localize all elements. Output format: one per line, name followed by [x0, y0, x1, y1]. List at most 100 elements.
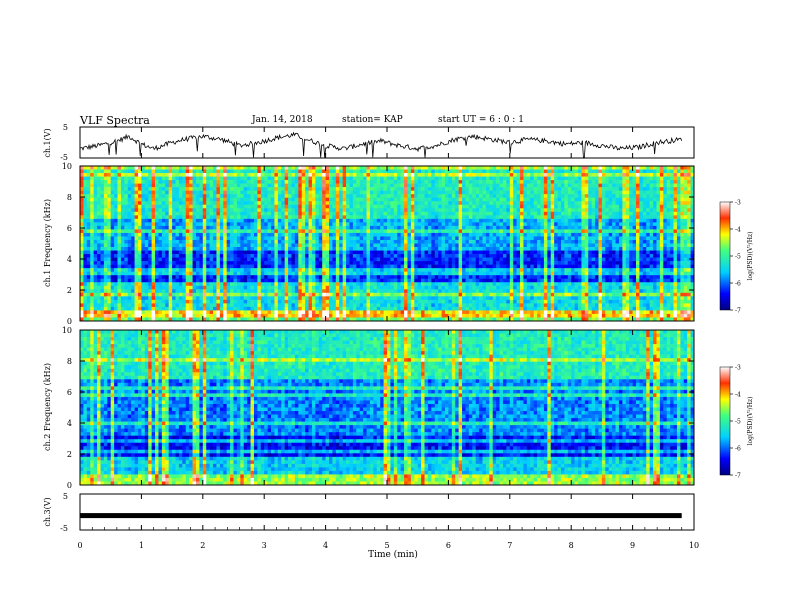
spectrogram-cell [202, 254, 207, 258]
spectrogram-cell [284, 208, 289, 213]
spectrogram-cell [332, 187, 337, 191]
spectrogram-cell [356, 166, 361, 170]
spectrogram-cell [383, 211, 388, 216]
spectrogram-cell [151, 232, 156, 237]
spectrogram-cell [410, 197, 415, 202]
spectrogram-cell [393, 215, 398, 220]
spectrogram-cell [97, 215, 101, 220]
spectrogram-cell [588, 166, 592, 170]
spectrogram-cell [342, 250, 347, 255]
spectrogram-cell [308, 166, 313, 170]
spectrogram-cell [431, 254, 436, 258]
spectrogram-cell [485, 194, 490, 198]
spectrogram-cell [663, 187, 668, 191]
spectrogram-cell [277, 257, 282, 262]
spectrogram-cell [424, 194, 429, 198]
spectrogram-cell [80, 239, 84, 244]
spectrogram-cell [271, 211, 275, 216]
spectrogram-cell [431, 229, 436, 234]
spectrogram-cell [339, 204, 343, 209]
spectrogram-cell [479, 197, 483, 202]
spectrogram-cell [601, 201, 606, 206]
spectrogram-cell [588, 222, 592, 227]
spectrogram-cell [127, 250, 132, 255]
spectrogram-cell [294, 247, 299, 251]
spectrogram-cell [178, 180, 183, 184]
spectrogram-cell [366, 250, 371, 255]
spectrogram-cell [578, 201, 582, 206]
spectrogram-cell [598, 173, 603, 177]
spectrogram-cell [520, 190, 524, 195]
spectrogram-cell [513, 180, 517, 184]
spectrogram-cell [656, 166, 661, 170]
spectrogram-cell [107, 254, 111, 258]
spectrogram-cell [530, 243, 534, 248]
spectrogram-cell [520, 222, 524, 227]
spectrogram-cell [670, 190, 674, 195]
spectrogram-cell [472, 197, 476, 202]
spectrogram-cell [206, 254, 210, 258]
spectrogram-cell [629, 247, 633, 251]
spectrogram-cell [369, 261, 374, 265]
spectrogram-cell [83, 250, 88, 255]
spectrogram-cell [455, 208, 459, 213]
spectrogram-cell [342, 232, 347, 237]
spectrogram-cell [264, 229, 268, 234]
spectrogram-cell [574, 250, 579, 255]
spectrogram-cell [653, 250, 657, 255]
spectrogram-cell [680, 239, 685, 244]
spectrogram-cell [646, 176, 650, 181]
spectrogram-cell [424, 229, 429, 234]
spectrogram-cell [393, 243, 398, 248]
spectrogram-cell [462, 166, 466, 170]
spectrogram-cell [247, 190, 251, 195]
spectrogram-cell [325, 176, 330, 181]
spectrogram-cell [458, 257, 463, 262]
spectrogram-cell [305, 208, 309, 213]
spectrogram-cell [578, 211, 582, 216]
spectrogram-cell [554, 225, 558, 230]
spectrogram-cell [547, 250, 552, 255]
spectrogram-cell [421, 218, 425, 223]
spectrogram-cell [291, 222, 296, 227]
spectrogram-cell [223, 190, 227, 195]
spectrogram-cell [530, 180, 534, 184]
spectrogram-cell [441, 243, 446, 248]
spectrogram-cell [499, 204, 504, 209]
spectrogram-cell [318, 183, 323, 188]
spectrogram-cell [329, 194, 333, 198]
spectrogram-cell [318, 190, 323, 195]
spectrogram-cell [322, 236, 326, 241]
spectrogram-cell [393, 229, 398, 234]
spectrogram-cell [526, 232, 531, 237]
spectrogram-cell [206, 201, 210, 206]
spectrogram-cell [301, 225, 306, 230]
spectrogram-cell [291, 201, 296, 206]
spectrogram-cell [107, 236, 111, 241]
spectrogram-cell [230, 211, 234, 216]
spectrogram-cell [298, 247, 303, 251]
spectrogram-cell [584, 232, 589, 237]
spectrogram-cell [274, 190, 279, 195]
spectrogram-cell [161, 243, 166, 248]
spectrogram-cell [560, 183, 565, 188]
spectrogram-cell [264, 204, 268, 209]
spectrogram-cell [475, 197, 480, 202]
spectrogram-cell [291, 218, 296, 223]
spectrogram-cell [441, 173, 446, 177]
spectrogram-cell [189, 218, 193, 223]
spectrogram-cell [369, 169, 374, 174]
spectrogram-cell [421, 169, 425, 174]
spectrogram-cell [284, 197, 289, 202]
spectrogram-cell [506, 201, 511, 206]
spectrogram-cell [550, 201, 555, 206]
spectrogram-cell [479, 222, 483, 227]
spectrogram-cell [387, 190, 391, 195]
spectrogram-cell [284, 180, 289, 184]
spectrogram-cell [400, 169, 405, 174]
spectrogram-cell [499, 173, 504, 177]
spectrogram-cell [107, 229, 111, 234]
spectrogram-cell [578, 194, 582, 198]
spectrogram-cell [240, 250, 245, 255]
spectrogram-cell [387, 236, 391, 241]
